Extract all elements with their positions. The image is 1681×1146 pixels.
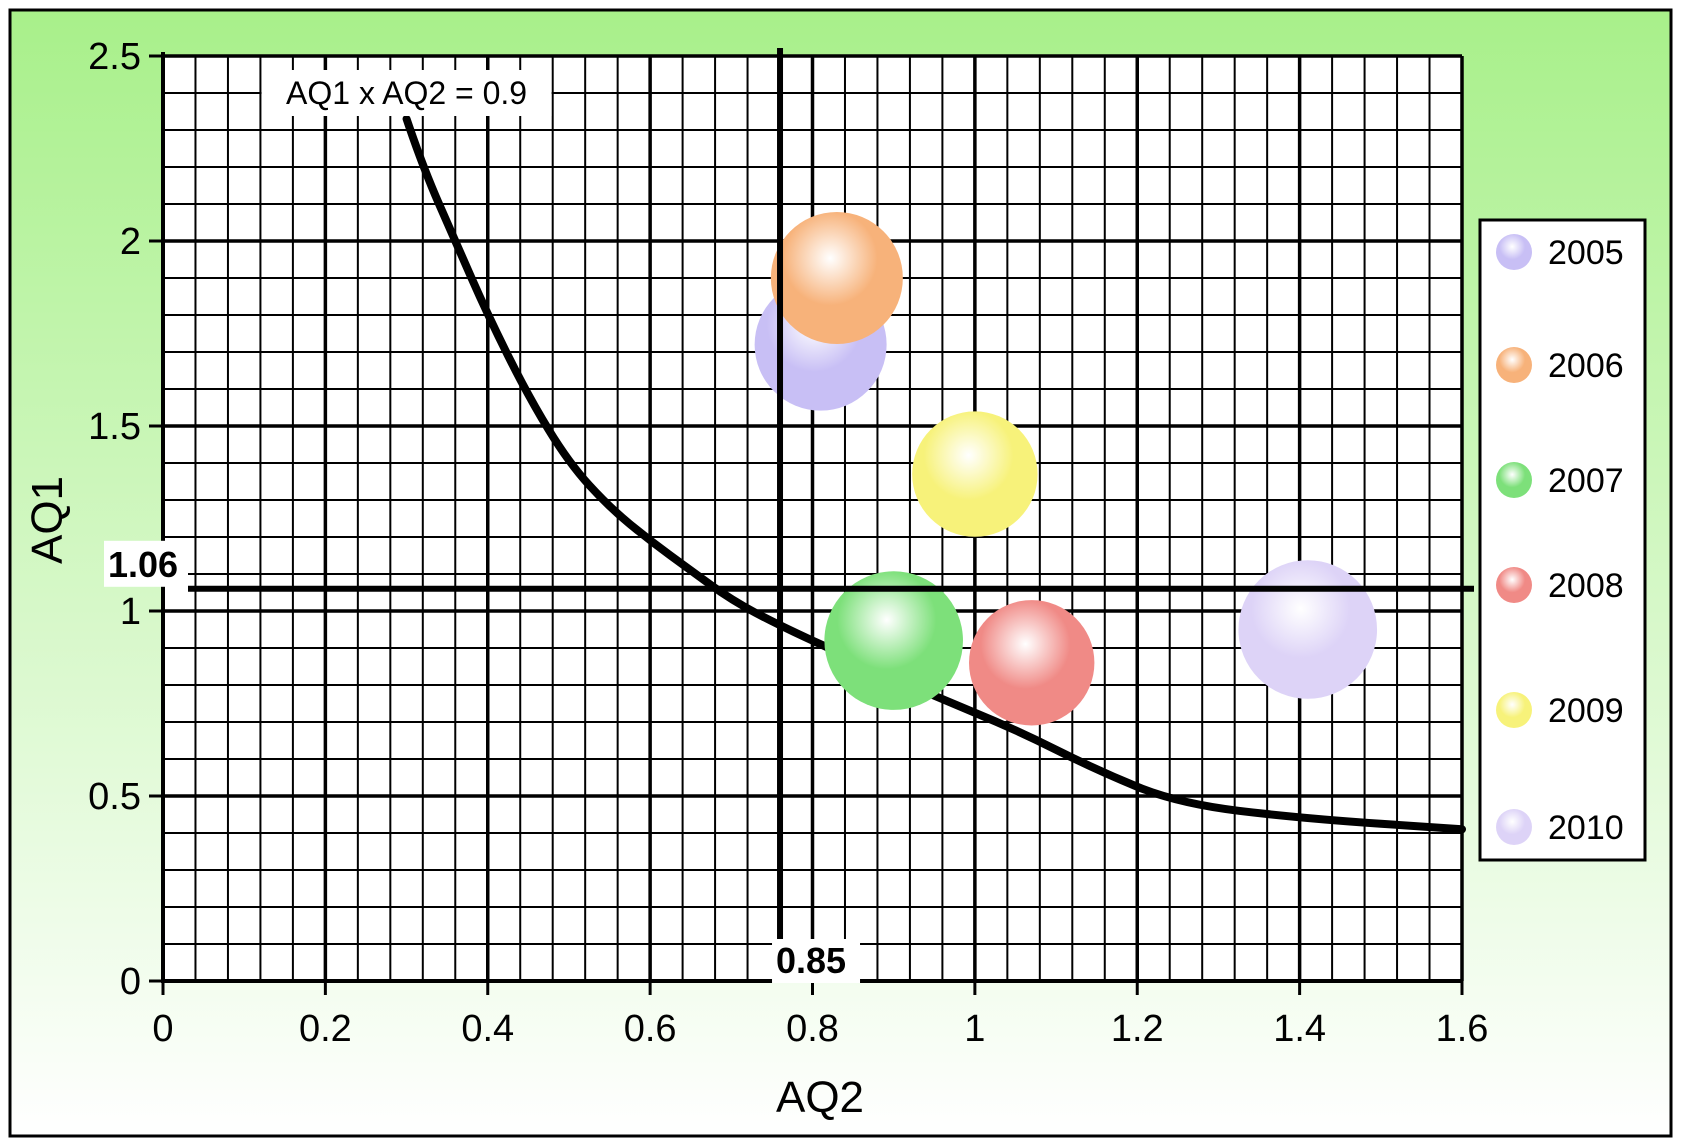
legend-entry: 2008 xyxy=(1496,567,1624,605)
x-tick-label: 1.2 xyxy=(1111,1008,1164,1050)
curve-line xyxy=(402,114,1466,834)
y-axis-label: AQ1 xyxy=(23,476,72,564)
legend-entry: 2010 xyxy=(1496,809,1624,847)
legend-swatch xyxy=(1496,462,1532,498)
x-tick-label: 0.4 xyxy=(461,1008,514,1050)
legend-swatch xyxy=(1496,347,1532,383)
grid xyxy=(161,54,1464,983)
legend-entry: 2005 xyxy=(1496,234,1624,272)
y-tick-label: 0 xyxy=(120,961,141,1003)
bubble-2007 xyxy=(824,571,963,710)
curve-label-background xyxy=(261,70,552,116)
x-tick-label: 1.4 xyxy=(1273,1008,1326,1050)
legend-swatch xyxy=(1496,234,1532,270)
legend: 2005 2006 2007 2008 2009 2010 xyxy=(1478,218,1647,862)
vertical-reference-label: 0.85 xyxy=(776,940,846,981)
horizontal-reference-label-background xyxy=(104,540,188,587)
bubble-2010 xyxy=(1238,560,1378,699)
legend-label: 2007 xyxy=(1548,462,1624,500)
x-tick-label: 0.2 xyxy=(299,1008,352,1050)
bubble-layer xyxy=(754,212,1378,726)
x-axis-label: AQ2 xyxy=(776,1073,864,1122)
legend-swatch xyxy=(1496,692,1532,728)
x-tick-label: 0.6 xyxy=(624,1008,677,1050)
vertical-reference-label-background xyxy=(772,939,861,983)
legend-label: 2006 xyxy=(1548,347,1624,385)
legend-label: 2009 xyxy=(1548,692,1624,730)
legend-entry: 2009 xyxy=(1496,692,1624,730)
y-tick-label: 2.5 xyxy=(88,36,141,78)
bubble-2008 xyxy=(969,600,1095,726)
axes: 0 0.2 0.4 0.6 0.8 1 1.2 1.4 1.6 0 0.5 1 1.5 2 2.5 xyxy=(88,36,1488,1050)
legend-box xyxy=(1478,218,1647,862)
curve-layer: AQ1 x AQ2 = 0.9 xyxy=(261,70,1466,834)
x-tick-label: 1.6 xyxy=(1436,1008,1489,1050)
y-tick-label: 0.5 xyxy=(88,776,141,818)
bubble-2009 xyxy=(912,411,1038,537)
legend-swatch xyxy=(1496,809,1532,845)
reference-lines: 0.85 1.06 xyxy=(104,48,1474,983)
y-tick-label: 2 xyxy=(120,221,141,263)
legend-label: 2010 xyxy=(1548,809,1624,847)
y-tick-label: 1.5 xyxy=(88,406,141,448)
horizontal-reference-label: 1.06 xyxy=(108,544,178,585)
x-tick-label: 1 xyxy=(964,1008,985,1050)
x-tick-label: 0 xyxy=(152,1008,173,1050)
curve-label: AQ1 x AQ2 = 0.9 xyxy=(286,75,527,111)
legend-entry: 2006 xyxy=(1496,347,1624,385)
y-tick-label: 1 xyxy=(120,591,141,633)
bubble-2006 xyxy=(770,212,903,344)
legend-swatch xyxy=(1496,567,1532,603)
legend-label: 2008 xyxy=(1548,567,1624,605)
legend-label: 2005 xyxy=(1548,234,1624,272)
legend-entry: 2007 xyxy=(1496,462,1624,500)
x-tick-label: 0.8 xyxy=(786,1008,839,1050)
